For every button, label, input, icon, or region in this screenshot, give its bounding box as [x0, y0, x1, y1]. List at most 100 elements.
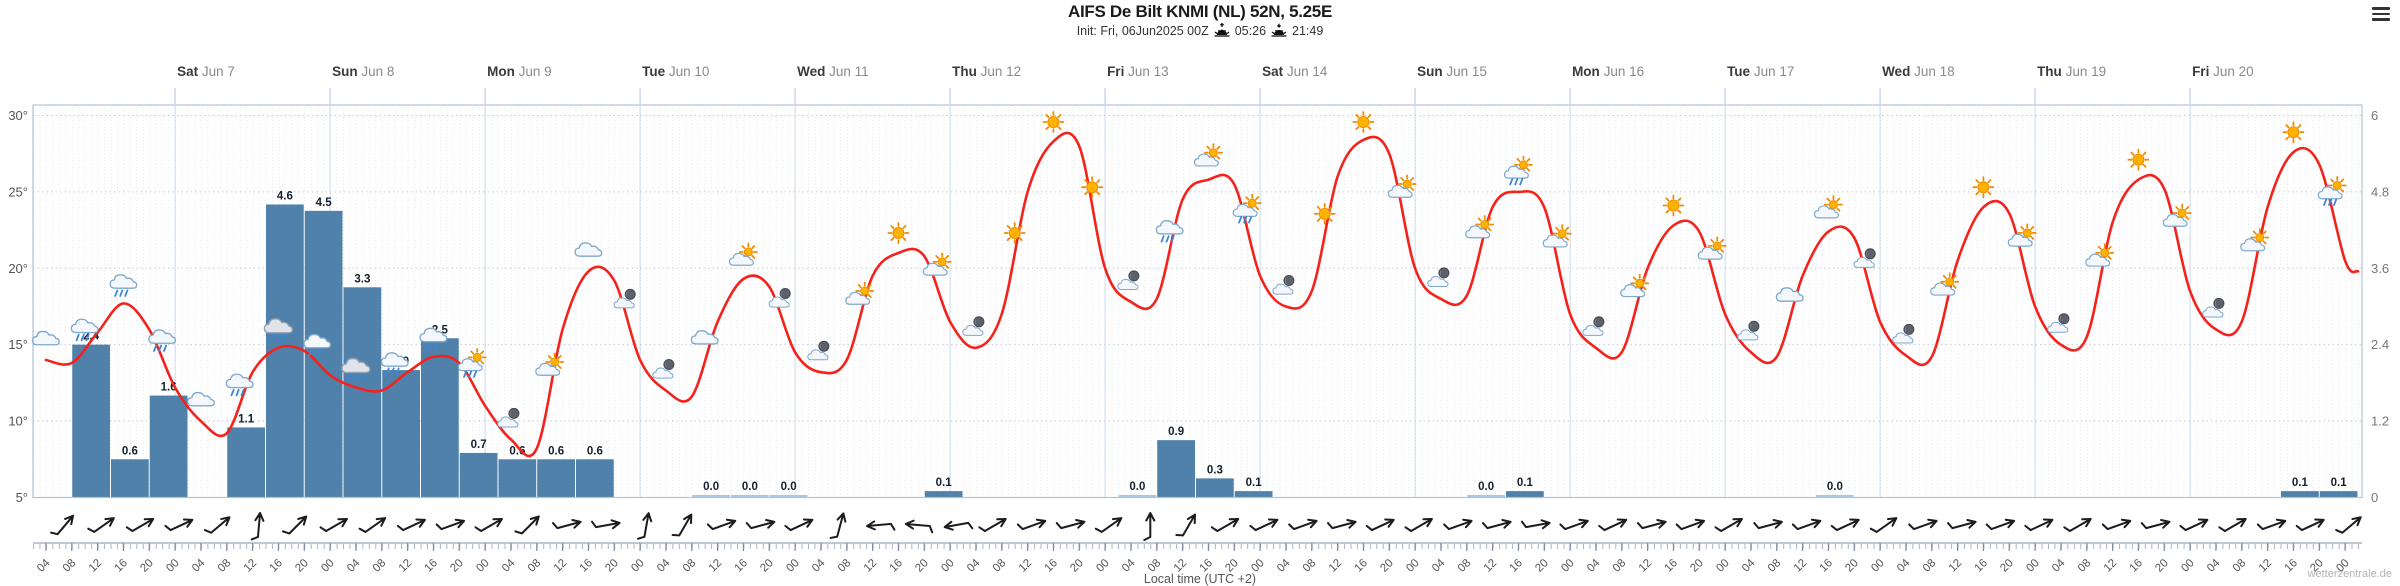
- precip-value-label: 0.0: [1827, 481, 1843, 493]
- left-tick-label: 20°: [8, 261, 28, 276]
- sun-icon: [2282, 121, 2305, 144]
- sun-icon: [1972, 176, 1995, 199]
- mooncloud-icon: [768, 288, 791, 308]
- wind-barb-icon: [1094, 517, 1123, 533]
- mooncloud-icon: [1582, 316, 1605, 336]
- chart-header: AIFS De Bilt KNMI (NL) 52N, 5.25E Init: …: [0, 2, 2400, 38]
- precip-bar: [72, 344, 110, 498]
- wind-barb-icon: [319, 518, 348, 532]
- wind-barb-icon: [1326, 518, 1357, 530]
- suncloud-icon: [1465, 215, 1495, 239]
- sun-icon: [1081, 176, 1104, 199]
- precip-value-label: 0.0: [1129, 481, 1145, 493]
- wind-barb-icon: [1559, 518, 1589, 531]
- wind-barb-icon: [2140, 518, 2171, 530]
- wind-barb-icon: [671, 513, 693, 537]
- day-label: Sun Jun 8: [332, 64, 394, 79]
- mooncloud-icon: [613, 288, 636, 309]
- suncloud-icon: [1697, 236, 1727, 260]
- sunset-time: 21:49: [1292, 23, 1324, 38]
- sun-icon: [2127, 148, 2150, 171]
- precip-value-label: 0.0: [742, 481, 758, 493]
- temperature-curve: [44, 131, 2360, 458]
- right-tick-label: 1.2: [2371, 414, 2389, 429]
- wind-barb-icon: [125, 518, 155, 532]
- mooncloud-icon: [1272, 275, 1295, 295]
- precip-bar: [575, 459, 614, 498]
- wind-barb-icon: [636, 512, 653, 540]
- wind-barb-icon: [2179, 518, 2209, 532]
- day-label: Fri Jun 20: [2192, 64, 2254, 79]
- precip-bar: [498, 459, 537, 498]
- wind-barb-icon: [435, 518, 466, 531]
- precip-bar: [924, 491, 963, 498]
- precip-value-label: 3.3: [354, 273, 370, 285]
- mooncloud-icon: [1892, 323, 1915, 344]
- plot-border: [32, 104, 2363, 499]
- sun-icon: [1003, 222, 1026, 244]
- rain-icon: [419, 327, 448, 351]
- wind-barb-icon: [250, 512, 265, 541]
- suncloud-icon: [845, 281, 875, 305]
- precip-bar: [149, 395, 188, 498]
- wind-barb-icon: [1143, 512, 1156, 541]
- precip-bar: [1467, 495, 1505, 498]
- sun-icon: [1313, 202, 1336, 225]
- precip-bar: [1234, 491, 1273, 498]
- mooncloud-icon: [1427, 267, 1450, 288]
- rain-icon: [70, 318, 99, 342]
- wind-barb-icon: [164, 518, 194, 532]
- precip-bar: [1118, 495, 1157, 498]
- precip-value-label: 0.6: [548, 445, 564, 457]
- left-tick-label: 25°: [8, 184, 28, 199]
- wind-barb-icon: [1714, 518, 1743, 532]
- precip-bar: [1505, 491, 1544, 498]
- day-label: Wed Jun 18: [1882, 64, 1955, 79]
- day-label: Mon Jun 16: [1572, 64, 1644, 79]
- wind-barb-icon: [829, 512, 847, 539]
- suncloud-icon: [2162, 203, 2192, 227]
- day-label: Tue Jun 10: [642, 64, 709, 79]
- init-text: Init: Fri, 06Jun2025 00Z: [1076, 23, 1209, 38]
- suncloud-icon: [728, 242, 758, 266]
- suncloud-icon: [535, 352, 565, 376]
- wind-barb-icon: [1753, 518, 1783, 530]
- hamburger-menu-icon[interactable]: [2372, 4, 2390, 24]
- sunrain-icon: [457, 347, 487, 378]
- precip-value-label: 0.0: [1478, 481, 1494, 493]
- sunrain-icon: [2317, 176, 2347, 206]
- mooncloud-icon: [962, 316, 985, 336]
- sun-icon: [1042, 111, 1065, 133]
- right-tick-label: 4.8: [2371, 184, 2389, 199]
- wind-barb-icon: [1481, 518, 1512, 530]
- left-tick-label: 10°: [8, 414, 28, 429]
- suncloud-icon: [2240, 228, 2270, 252]
- precip-value-label: 0.7: [471, 439, 487, 451]
- precip-bar: [227, 427, 265, 498]
- precip-value-label: 0.1: [1246, 477, 1263, 489]
- wind-barb-icon: [1055, 518, 1086, 530]
- day-label: Sun Jun 15: [1417, 64, 1487, 79]
- suncloud-icon: [2085, 243, 2115, 267]
- wind-barb-icon: [396, 518, 426, 532]
- x-axis-title: Local time (UTC +2): [1143, 572, 1257, 586]
- wind-barb-icon: [1288, 518, 1318, 531]
- right-tick-label: 3.6: [2371, 261, 2389, 276]
- precip-bar: [2319, 491, 2358, 498]
- x-axis: 04 08 12 16 20 00 04 08 12 16 20 00 04 08 12 16 20 00 04 08…: [33, 542, 2362, 575]
- day-label: Thu Jun 12: [952, 64, 1021, 79]
- precip-value-label: 0.6: [509, 445, 525, 457]
- precip-value-label: 1.1: [238, 413, 255, 425]
- precip-value-label: 0.6: [122, 445, 138, 457]
- wind-barb-icon: [551, 518, 582, 530]
- precip-bar: [537, 459, 575, 498]
- precip-value-label: 0.6: [587, 445, 603, 457]
- wind-barb-icon: [706, 518, 737, 531]
- precip-bar: [420, 338, 459, 498]
- mooncloud-icon: [1117, 270, 1140, 291]
- day-label: Sat Jun 7: [177, 64, 235, 79]
- precip-bar: [382, 370, 420, 498]
- day-label: Sat Jun 14: [1262, 64, 1328, 79]
- rain2-icon: [341, 357, 371, 381]
